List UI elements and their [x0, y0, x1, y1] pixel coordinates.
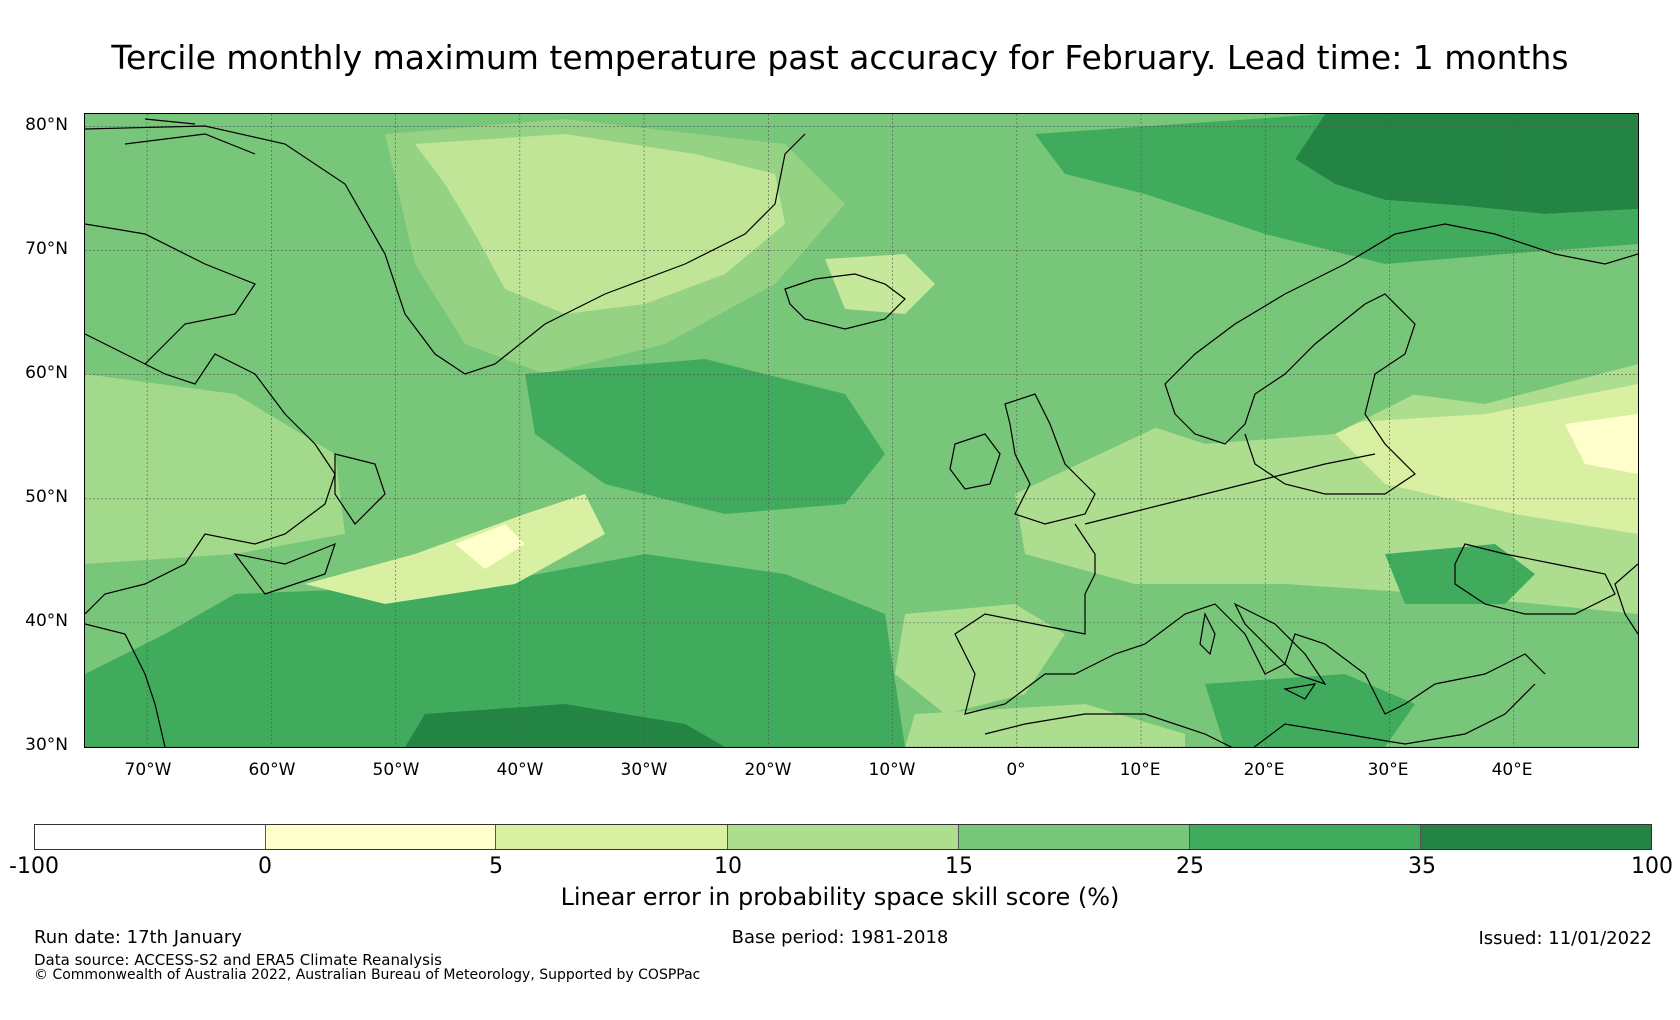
data-source: Data source: ACCESS-S2 and ERA5 Climate … — [34, 951, 442, 969]
colorbar-segment-35-100 — [1421, 825, 1652, 849]
coast-sweden-finland — [1244, 293, 1416, 495]
lon-label-40e: 40°E — [1491, 760, 1533, 780]
copyright: © Commonwealth of Australia 2022, Austra… — [34, 967, 701, 983]
region-10-15-greenland-margin — [385, 119, 845, 374]
lon-label-50w: 50°W — [372, 760, 420, 780]
colorbar-segment-25-35 — [1189, 825, 1422, 849]
coast-britain — [1004, 393, 1096, 525]
region-35-100-north — [1295, 114, 1638, 214]
coast-sicily — [1283, 683, 1317, 700]
region-10-15-iberia — [895, 604, 1065, 714]
chart-title: Tercile monthly maximum temperature past… — [111, 38, 1569, 77]
coast-baffin — [85, 223, 256, 365]
colorbar-segment-5-10 — [496, 825, 729, 849]
colorbar — [34, 824, 1652, 850]
region-15-25-scandinavia — [1085, 314, 1415, 444]
coast-france-germany — [1084, 453, 1376, 525]
coast-nova-scotia — [233, 542, 336, 595]
coast-greenland-north — [124, 118, 256, 155]
region-25-35-med-east — [1205, 674, 1415, 747]
region-10-15-north-africa — [905, 704, 1185, 747]
lon-label-30e: 30°E — [1367, 760, 1409, 780]
region-5-10-east-europe — [1325, 384, 1638, 534]
coast-norway-south — [1174, 393, 1256, 445]
lat-label-70n: 70°N — [25, 239, 68, 259]
coast-iceland — [784, 273, 906, 330]
lat-label-50n: 50°N — [25, 487, 68, 507]
skill-map — [84, 113, 1639, 748]
lat-label-60n: 60°N — [25, 363, 68, 383]
lon-label-10e: 10°E — [1119, 760, 1161, 780]
colorbar-tick-15: 15 — [945, 854, 973, 879]
colorbar-tick-25: 25 — [1176, 854, 1204, 879]
colorbar-segment-neg100-0 — [35, 825, 266, 849]
colorbar-tick-10: 10 — [714, 854, 742, 879]
lat-label-30n: 30°N — [25, 735, 68, 755]
colorbar-segment-15-25 — [958, 825, 1190, 849]
region-25-35-north — [1035, 114, 1638, 264]
coast-black-sea — [1454, 543, 1616, 615]
coast-caspian — [1614, 563, 1638, 635]
coast-north-africa — [984, 683, 1536, 747]
region-5-10-iceland — [825, 254, 935, 314]
colorbar-tick-5: 5 — [489, 854, 503, 879]
coast-greenland — [85, 125, 806, 375]
region-25-35-subtropical — [85, 554, 905, 747]
region-0-5-spot — [455, 524, 525, 569]
colorbar-tick-100: 100 — [1631, 854, 1673, 879]
coast-sardinia — [1199, 612, 1216, 656]
colorbar-segment-10-15 — [728, 825, 959, 849]
coast-europe-west — [954, 523, 1096, 715]
region-0-5-east — [1565, 414, 1638, 474]
lon-label-10w: 10°W — [868, 760, 916, 780]
lon-label-0: 0° — [1006, 760, 1026, 780]
graticule — [85, 114, 1638, 747]
colorbar-tick-0: 0 — [258, 854, 272, 879]
lat-label-40n: 40°N — [25, 611, 68, 631]
lon-label-70w: 70°W — [124, 760, 172, 780]
colorbar-tick-neg100: -100 — [9, 854, 59, 879]
region-25-35-central-atlantic — [525, 359, 885, 514]
region-10-15-canada — [85, 374, 345, 564]
run-date: Run date: 17th January — [34, 927, 242, 948]
lon-label-20w: 20°W — [744, 760, 792, 780]
lat-label-80n: 80°N — [25, 115, 68, 135]
issued-date: Issued: 11/01/2022 — [1478, 928, 1652, 949]
lon-label-60w: 60°W — [248, 760, 296, 780]
lon-label-20e: 20°E — [1243, 760, 1285, 780]
coast-italy — [1233, 602, 1327, 686]
coast-us-east — [85, 623, 166, 747]
region-25-35-black-sea — [1385, 544, 1535, 604]
coast-mediterranean-north — [1074, 603, 1546, 715]
coast-norway — [1164, 223, 1638, 415]
region-5-10-band — [305, 494, 605, 604]
region-35-100-subtropical — [405, 704, 725, 747]
lon-label-30w: 30°W — [620, 760, 668, 780]
colorbar-tick-35: 35 — [1408, 854, 1436, 879]
coastlines — [85, 118, 1638, 747]
base-period: Base period: 1981-2018 — [731, 927, 949, 948]
coast-newfoundland — [334, 453, 386, 525]
map-canvas — [85, 114, 1638, 747]
lon-label-40w: 40°W — [496, 760, 544, 780]
coast-ireland — [949, 433, 1001, 490]
colorbar-label: Linear error in probability space skill … — [560, 883, 1120, 911]
colorbar-segment-0-5 — [265, 825, 497, 849]
